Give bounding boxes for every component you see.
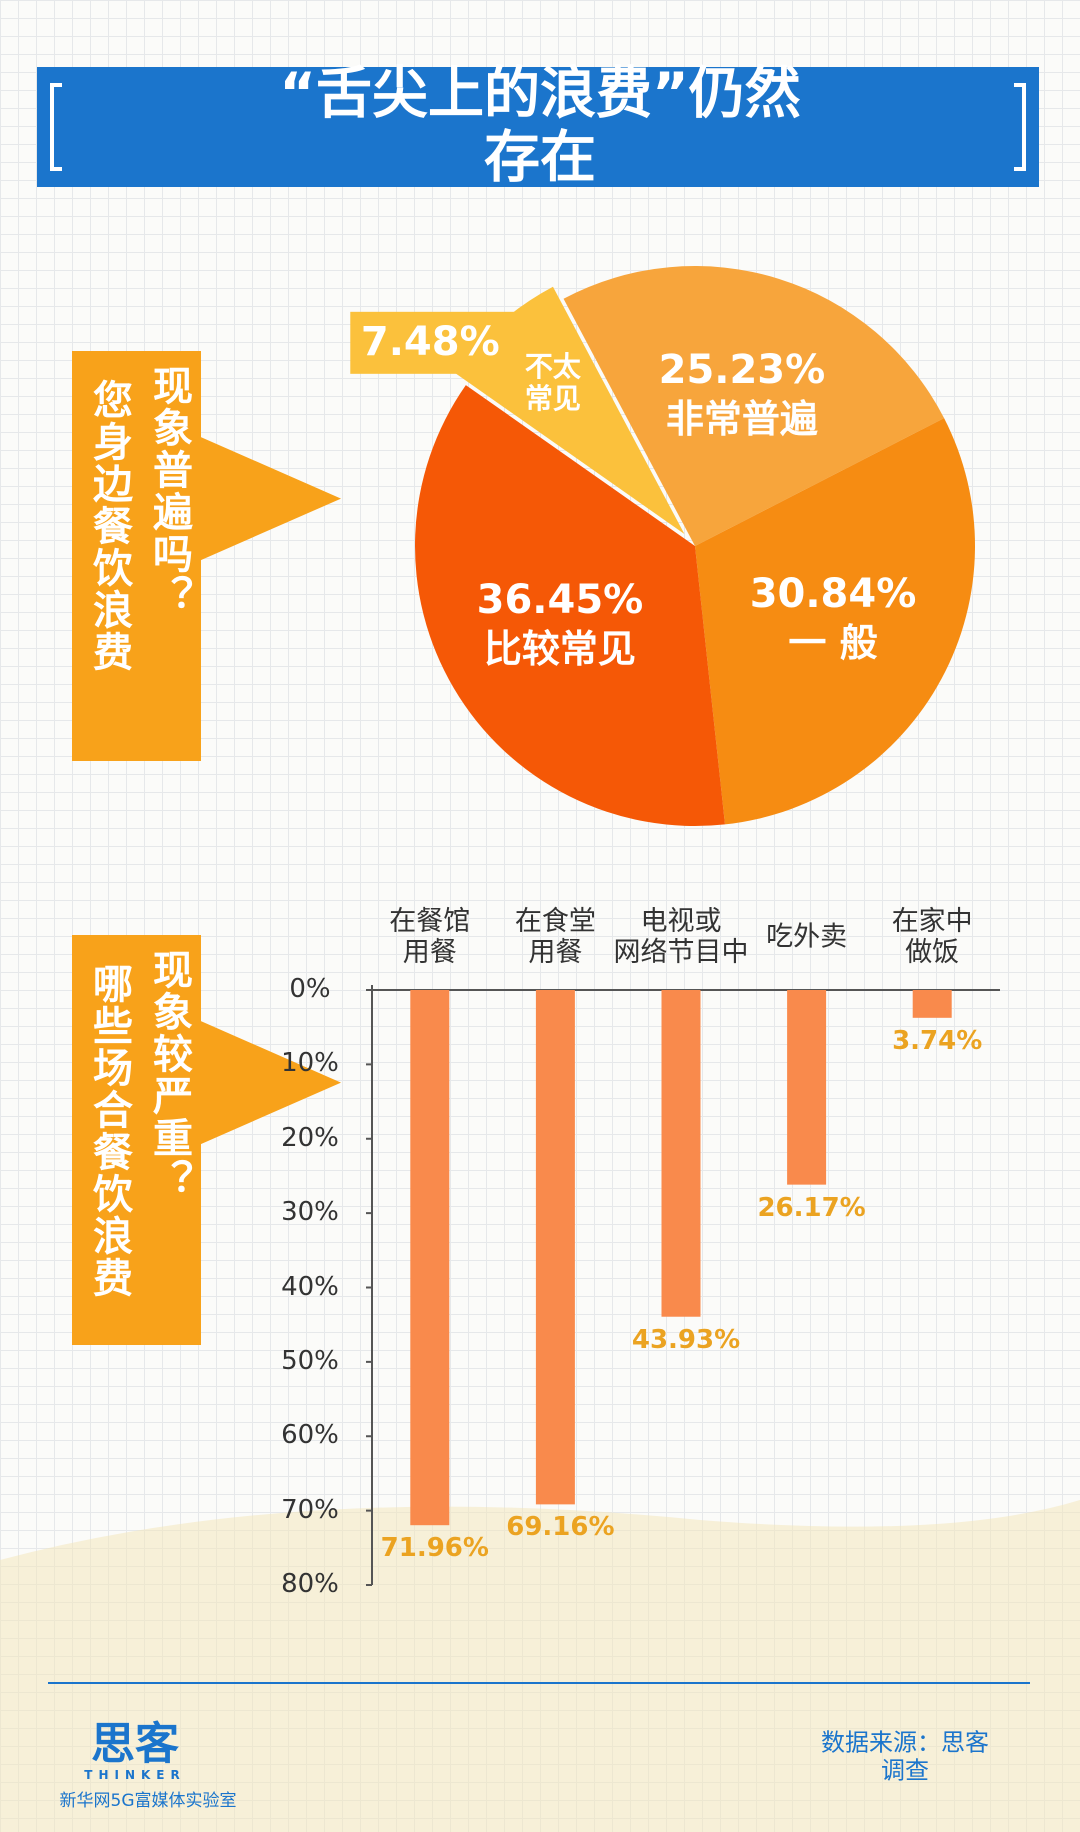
source: 数据来源：思客调查 <box>821 1728 989 1784</box>
y-tick-label: 10% <box>281 1048 339 1079</box>
org: 新华网5G富媒体实验室 <box>59 1791 237 1812</box>
bar <box>535 990 575 1505</box>
value-label: 69.16% <box>506 1512 615 1543</box>
question-line: 您身边餐饮浪费 <box>86 379 132 673</box>
category-label: 在家中 做饭 <box>891 905 973 968</box>
y-tick-label: 70% <box>281 1494 339 1525</box>
logo-sub: THINKER <box>84 1768 186 1783</box>
value-label: 43.93% <box>631 1324 741 1355</box>
category-label: 非常普遍 <box>665 397 818 442</box>
category-label: 在餐馆 用餐 <box>389 905 471 968</box>
pie-slice <box>415 385 725 826</box>
title-bar <box>37 67 1039 187</box>
value-label: 26.17% <box>757 1192 866 1223</box>
value-tag <box>350 311 551 374</box>
y-tick-label: 30% <box>281 1197 339 1228</box>
bar <box>912 990 952 1018</box>
y-tick-label: 60% <box>281 1420 339 1451</box>
title: “舌尖上的浪费”仍然存在 <box>279 61 801 191</box>
title-brackets <box>50 83 1026 171</box>
value-label: 71.96% <box>380 1533 489 1564</box>
category-label: 吃外卖 <box>766 921 848 953</box>
question-line: 现象普遍吗？ <box>146 365 192 617</box>
y-tick-label: 20% <box>281 1122 339 1153</box>
question-line: 哪些场合餐饮浪费 <box>86 963 132 1299</box>
y-tick-label: 40% <box>281 1271 339 1302</box>
category-label: 不太 常见 <box>524 349 581 415</box>
pie-slice <box>563 266 945 546</box>
bar <box>410 990 450 1526</box>
pie-slice <box>695 418 975 825</box>
question-line: 现象较严重？ <box>146 949 192 1201</box>
category-label: 电视或 网络节目中 <box>613 905 749 968</box>
category-label: 在食堂 用餐 <box>514 905 596 968</box>
question-box <box>72 351 201 761</box>
bar <box>661 990 701 1317</box>
y-tick-label: 80% <box>281 1569 339 1600</box>
value-label: 25.23% <box>658 347 826 394</box>
value-label: 30.84% <box>749 571 917 618</box>
logo: 思客 <box>91 1718 179 1770</box>
bar <box>787 990 827 1185</box>
value-label: 3.74% <box>892 1025 983 1056</box>
y-tick-label: 0% <box>289 974 331 1005</box>
category-label: 一 般 <box>788 621 878 666</box>
table-backdrop <box>0 1500 1080 1832</box>
value-label: 7.48% <box>360 318 500 365</box>
question-box <box>72 935 201 1345</box>
y-tick-label: 50% <box>281 1345 339 1376</box>
category-label: 比较常见 <box>483 626 636 671</box>
value-label: 36.45% <box>476 576 644 623</box>
